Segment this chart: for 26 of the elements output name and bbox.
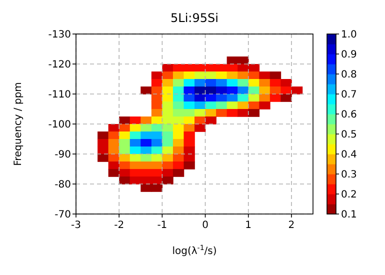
color-bar-label: 0.9 [341,50,357,60]
y-tick-label: -80 [54,180,71,190]
y-tick-label: -70 [54,210,71,220]
x-tick-label: -2 [114,220,124,231]
color-bar-label: 0.4 [341,150,357,160]
y-axis-title: Frequency / ppm [13,82,24,166]
chart-title: 5Li:95Si [170,11,218,25]
x-tick-label: 0 [202,220,208,231]
y-tick-label: -120 [48,60,71,70]
x-axis-title: log(λ$^{-1}$/s) [172,244,217,257]
y-tick-label: -90 [54,150,71,160]
color-bar-label: 0.8 [341,70,357,80]
color-bar-label: 0.2 [341,190,357,200]
color-bar-label: 0.6 [341,110,357,120]
y-tick-label: -130 [48,30,71,40]
x-tick-label: -3 [71,220,81,231]
x-tick-label: -1 [157,220,168,231]
color-bar-label: 0.5 [341,130,357,140]
x-tick-label: 2 [288,220,295,231]
color-bar-label: 0.7 [341,90,357,100]
y-tick-label: -110 [48,90,71,100]
color-bar-label: 0.1 [341,210,357,220]
x-tick-label: 1 [245,220,252,231]
y-tick-label: -100 [48,120,71,130]
color-bar-label: 1.0 [341,30,357,40]
color-bar-label: 0.3 [341,170,357,180]
